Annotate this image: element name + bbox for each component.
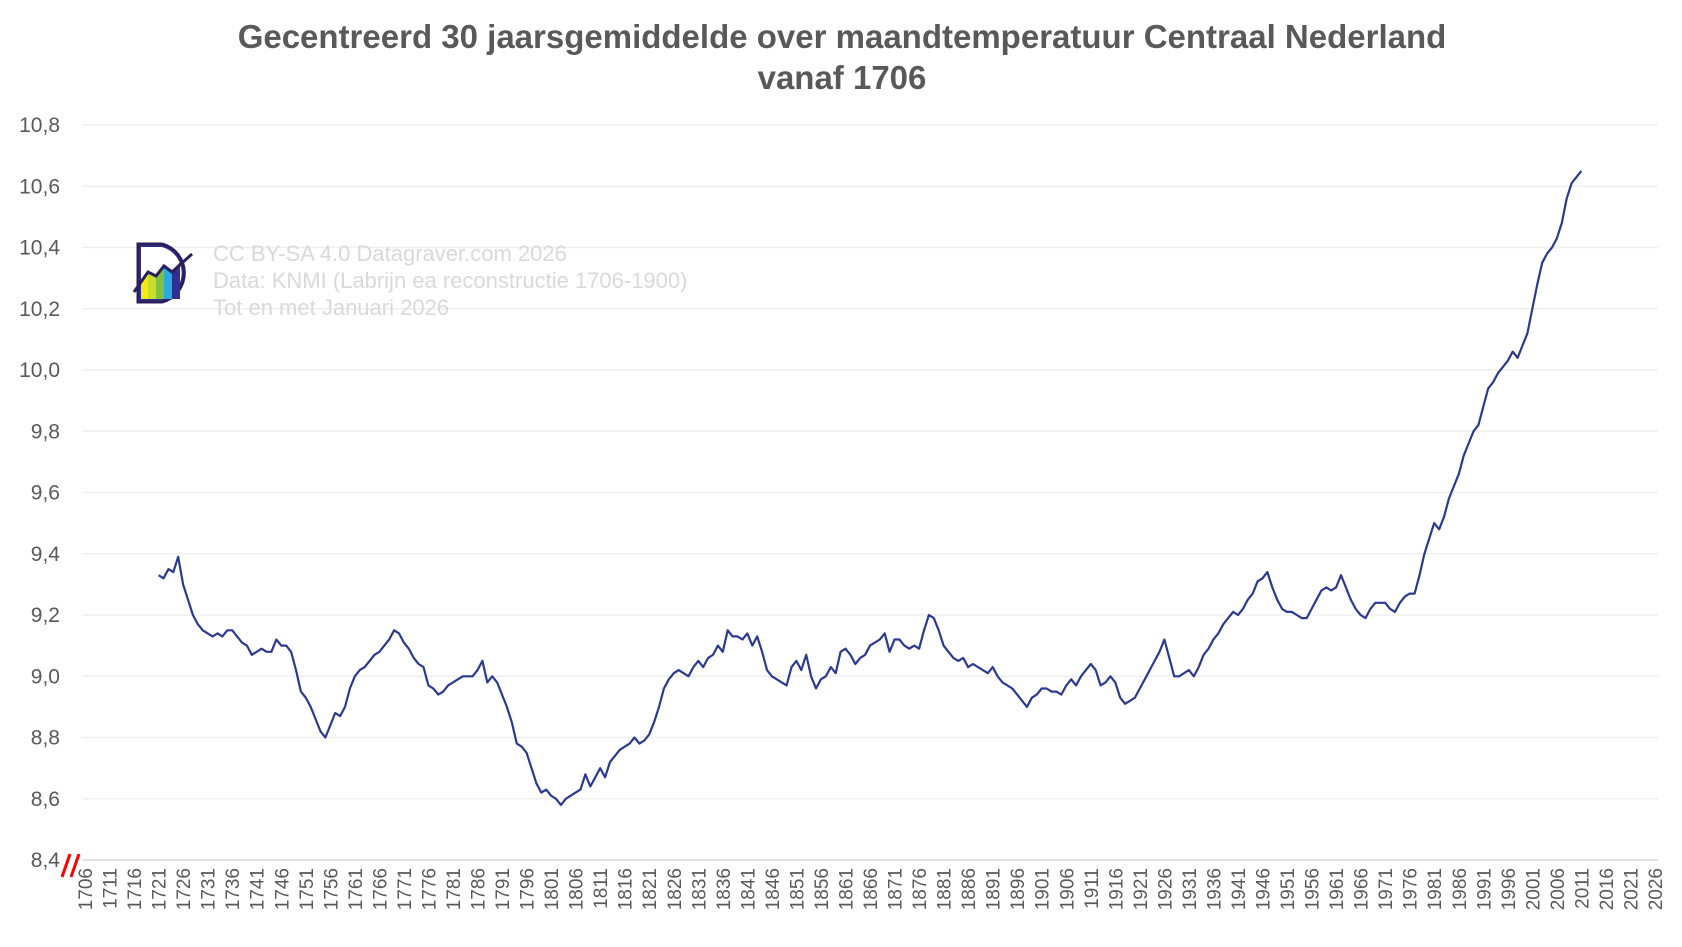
datagraver-logo-icon <box>132 242 194 304</box>
x-tick-label: 1866 <box>861 868 882 910</box>
x-tick-label: 1801 <box>542 868 563 910</box>
y-tick-label: 9,4 <box>31 543 61 566</box>
x-tick-label: 1721 <box>150 868 171 910</box>
x-tick-label: 1821 <box>640 868 661 910</box>
chart-subtitle: vanaf 1706 <box>758 59 927 96</box>
x-tick-label: 1966 <box>1352 868 1373 910</box>
x-tick-label: 2001 <box>1523 868 1544 910</box>
x-tick-label: 1751 <box>297 868 318 910</box>
x-tick-label: 1816 <box>616 868 637 910</box>
x-tick-label: 1786 <box>469 868 490 910</box>
x-tick-label: 1756 <box>321 868 342 910</box>
x-tick-label: 1761 <box>346 868 367 910</box>
x-tick-label: 1836 <box>714 868 735 910</box>
gridlines <box>82 124 1658 861</box>
x-tick-label: 1851 <box>787 868 808 910</box>
x-tick-label: 1941 <box>1229 868 1250 910</box>
x-tick-label: 1841 <box>738 868 759 910</box>
x-tick-label: 1791 <box>493 868 514 910</box>
x-tick-label: 1946 <box>1254 868 1275 910</box>
x-tick-label: 1781 <box>444 868 465 910</box>
y-tick-label: 8,4 <box>31 849 61 872</box>
x-tick-label: 1961 <box>1327 868 1348 910</box>
x-tick-label: 1956 <box>1303 868 1324 910</box>
x-tick-label: 1891 <box>984 868 1005 910</box>
x-tick-label: 1911 <box>1082 868 1103 909</box>
x-tick-label: 1741 <box>248 868 269 910</box>
x-tick-label: 1916 <box>1106 868 1127 910</box>
y-axis-ticks: 8,4 8,6 8,8 9,0 9,2 9,4 9,6 9,8 10,0 10,2 10,4 10,6… <box>19 114 60 872</box>
x-tick-label: 2026 <box>1646 868 1667 910</box>
x-tick-label: 1766 <box>370 868 391 910</box>
watermark-period: Tot en met Januari 2026 <box>213 295 449 320</box>
x-tick-label: 1776 <box>419 868 440 910</box>
y-tick-label: 10,2 <box>19 298 60 321</box>
y-tick-label: 9,8 <box>31 420 60 443</box>
y-tick-label: 10,4 <box>19 237 60 260</box>
x-tick-label: 1976 <box>1401 868 1422 910</box>
x-tick-label: 2016 <box>1597 868 1618 910</box>
x-tick-label: 1706 <box>76 868 97 910</box>
x-tick-label: 2011 <box>1572 868 1593 909</box>
x-tick-label: 1991 <box>1474 868 1495 910</box>
x-tick-label: 1806 <box>567 868 588 910</box>
x-tick-label: 2006 <box>1548 868 1569 910</box>
x-tick-label: 1936 <box>1204 868 1225 910</box>
x-tick-label: 1951 <box>1278 868 1299 910</box>
chart-title: Gecentreerd 30 jaarsgemiddelde over maan… <box>238 18 1447 55</box>
x-tick-label: 1986 <box>1450 868 1471 910</box>
x-tick-label: 1931 <box>1180 868 1201 910</box>
x-tick-label: 1971 <box>1376 868 1397 910</box>
x-tick-label: 1886 <box>959 868 980 910</box>
x-tick-label: 1996 <box>1499 868 1520 910</box>
x-tick-label: 1871 <box>886 868 907 910</box>
axis-break-icon <box>60 853 81 878</box>
x-tick-label: 1921 <box>1131 868 1152 910</box>
x-tick-label: 1846 <box>763 868 784 910</box>
watermark-license: CC BY-SA 4.0 Datagraver.com 2026 <box>213 241 567 266</box>
x-tick-label: 1861 <box>836 868 857 910</box>
y-tick-label: 8,6 <box>31 788 60 811</box>
x-tick-label: 1981 <box>1425 868 1446 910</box>
watermark-source: Data: KNMI (Labrijn ea reconstructie 170… <box>213 268 687 293</box>
x-tick-label: 1711 <box>101 868 122 909</box>
x-tick-label: 1826 <box>665 868 686 910</box>
x-tick-label: 1716 <box>125 868 146 910</box>
x-tick-label: 1726 <box>174 868 195 910</box>
x-tick-label: 1881 <box>935 868 956 910</box>
y-tick-label: 9,6 <box>31 482 60 505</box>
x-tick-label: 1731 <box>199 868 220 910</box>
x-tick-label: 1811 <box>591 868 612 909</box>
x-tick-label: 1926 <box>1155 868 1176 910</box>
x-tick-label: 1831 <box>689 868 710 910</box>
x-tick-label: 1896 <box>1008 868 1029 910</box>
y-tick-label: 9,2 <box>31 604 60 627</box>
x-tick-label: 1876 <box>910 868 931 910</box>
x-tick-label: 1736 <box>223 868 244 910</box>
x-axis-ticks: 1706 1711 1716 1721 1726 1731 1736 1741 1746 1751… <box>76 868 1667 910</box>
x-tick-label: 1906 <box>1057 868 1078 910</box>
y-tick-label: 10,8 <box>19 114 60 137</box>
x-tick-label: 1771 <box>395 868 416 910</box>
y-tick-label: 10,6 <box>19 175 60 198</box>
x-tick-label: 1746 <box>272 868 293 910</box>
x-tick-label: 2021 <box>1621 868 1642 910</box>
x-tick-label: 1796 <box>518 868 539 910</box>
x-tick-label: 1901 <box>1033 868 1054 910</box>
y-tick-label: 8,8 <box>31 727 60 750</box>
y-tick-label: 9,0 <box>31 665 60 688</box>
x-tick-label: 1856 <box>812 868 833 910</box>
series-line <box>158 170 1583 806</box>
y-tick-label: 10,0 <box>19 359 60 382</box>
